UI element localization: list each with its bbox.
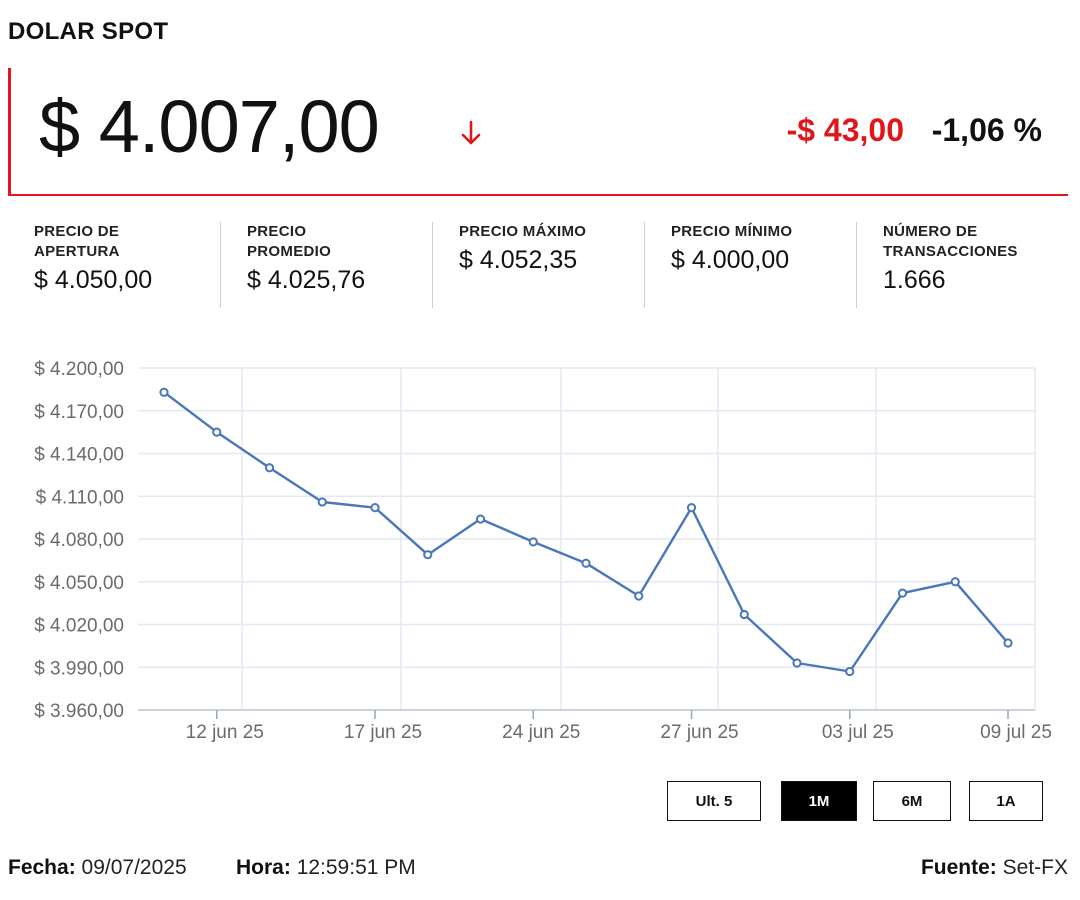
x-tick-label: 17 jun 25	[344, 722, 422, 743]
data-point[interactable]	[159, 387, 169, 397]
page-title: DOLAR SPOT	[8, 18, 169, 45]
source-label: Fuente:	[920, 856, 997, 879]
y-tick-label: $ 4.110,00	[36, 487, 124, 508]
date-value: 09/07/2025	[81, 856, 187, 879]
y-tick-label: $ 4.140,00	[34, 445, 124, 466]
data-point[interactable]	[634, 591, 644, 601]
data-point[interactable]	[370, 503, 380, 513]
x-tick-label: 09 jul 25	[980, 722, 1052, 743]
y-tick-label: $ 4.200,00	[34, 359, 124, 380]
y-tick-label: $ 3.990,00	[34, 658, 124, 679]
data-point[interactable]	[792, 658, 802, 668]
data-point[interactable]	[739, 609, 749, 620]
x-tick-label: 27 jun 25	[660, 722, 738, 743]
stat-average-price: PRECIO PROMEDIO $ 4.025,76	[220, 222, 432, 308]
stat-value: $ 4.025,76	[247, 266, 366, 294]
quote-panel: $ 4.007,00 -$ 43,00 -1,06 %	[8, 68, 1068, 196]
footer-date: Fecha: 09/07/2025	[8, 856, 187, 880]
data-point[interactable]	[212, 427, 222, 437]
time-label: Hora:	[236, 856, 291, 879]
x-tick-label: 12 jun 25	[186, 722, 264, 743]
stat-label: PRECIO MÍNIMO	[671, 223, 793, 240]
stat-opening-price: PRECIO DE APERTURA $ 4.050,00	[22, 222, 220, 308]
stat-value: 1.666	[883, 266, 946, 294]
data-point[interactable]	[581, 558, 591, 568]
data-point[interactable]	[475, 514, 486, 524]
change-percent: -1,06 %	[931, 112, 1042, 148]
stat-label: PRECIO PROMEDIO	[247, 223, 332, 260]
stat-label: PRECIO DE APERTURA	[34, 223, 120, 260]
stat-transactions: NÚMERO DE TRANSACCIONES 1.666	[856, 222, 1066, 308]
data-point[interactable]	[528, 537, 538, 547]
data-point[interactable]	[950, 577, 960, 587]
data-point[interactable]	[845, 666, 855, 677]
change-absolute: -$ 43,00	[786, 112, 904, 148]
time-value: 12:59:51 PM	[296, 856, 416, 879]
y-tick-label: $ 4.050,00	[34, 573, 124, 594]
stat-max-price: PRECIO MÁXIMO $ 4.052,35	[432, 222, 644, 308]
range-selector: Ult. 5 1M 6M 1A	[0, 781, 1080, 823]
stat-min-price: PRECIO MÍNIMO $ 4.000,00	[644, 222, 856, 308]
date-label: Fecha:	[8, 856, 76, 879]
range-button-last5[interactable]: Ult. 5	[667, 781, 761, 821]
x-tick-label: 24 jun 25	[502, 722, 580, 743]
stat-value: $ 4.052,35	[459, 246, 578, 274]
price-line-chart: $ 3.960,00 $ 3.990,00 $ 4.020,00 $ 4.050,00…	[34, 359, 1052, 743]
stat-label: PRECIO MÁXIMO	[459, 223, 587, 240]
data-point[interactable]	[317, 497, 327, 507]
data-point[interactable]	[423, 550, 433, 560]
stat-value: $ 4.050,00	[34, 266, 153, 294]
footer-source: Fuente: Set-FX	[921, 856, 1068, 880]
stat-value: $ 4.000,00	[671, 246, 790, 274]
stats-row: PRECIO DE APERTURA $ 4.050,00 PRECIO PRO…	[22, 222, 1072, 310]
data-point[interactable]	[897, 588, 908, 598]
y-tick-label: $ 4.080,00	[34, 530, 124, 551]
x-tick-label: 03 jul 25	[822, 722, 894, 743]
range-button-1a[interactable]: 1A	[969, 781, 1043, 821]
stat-label: NÚMERO DE TRANSACCIONES	[883, 223, 1018, 260]
data-point[interactable]	[1003, 638, 1013, 648]
y-tick-label: $ 4.170,00	[34, 402, 124, 423]
data-point[interactable]	[686, 503, 697, 513]
data-point[interactable]	[264, 463, 275, 473]
y-tick-label: $ 3.960,00	[34, 701, 124, 722]
range-button-6m[interactable]: 6M	[873, 781, 951, 821]
source-value: Set-FX	[1002, 856, 1068, 879]
footer-time: Hora: 12:59:51 PM	[236, 856, 416, 880]
series-line	[163, 391, 1009, 673]
y-tick-label: $ 4.020,00	[34, 616, 124, 637]
current-price: $ 4.007,00	[39, 85, 380, 168]
arrow-down-icon	[461, 120, 481, 145]
range-button-1m[interactable]: 1M	[781, 781, 857, 821]
